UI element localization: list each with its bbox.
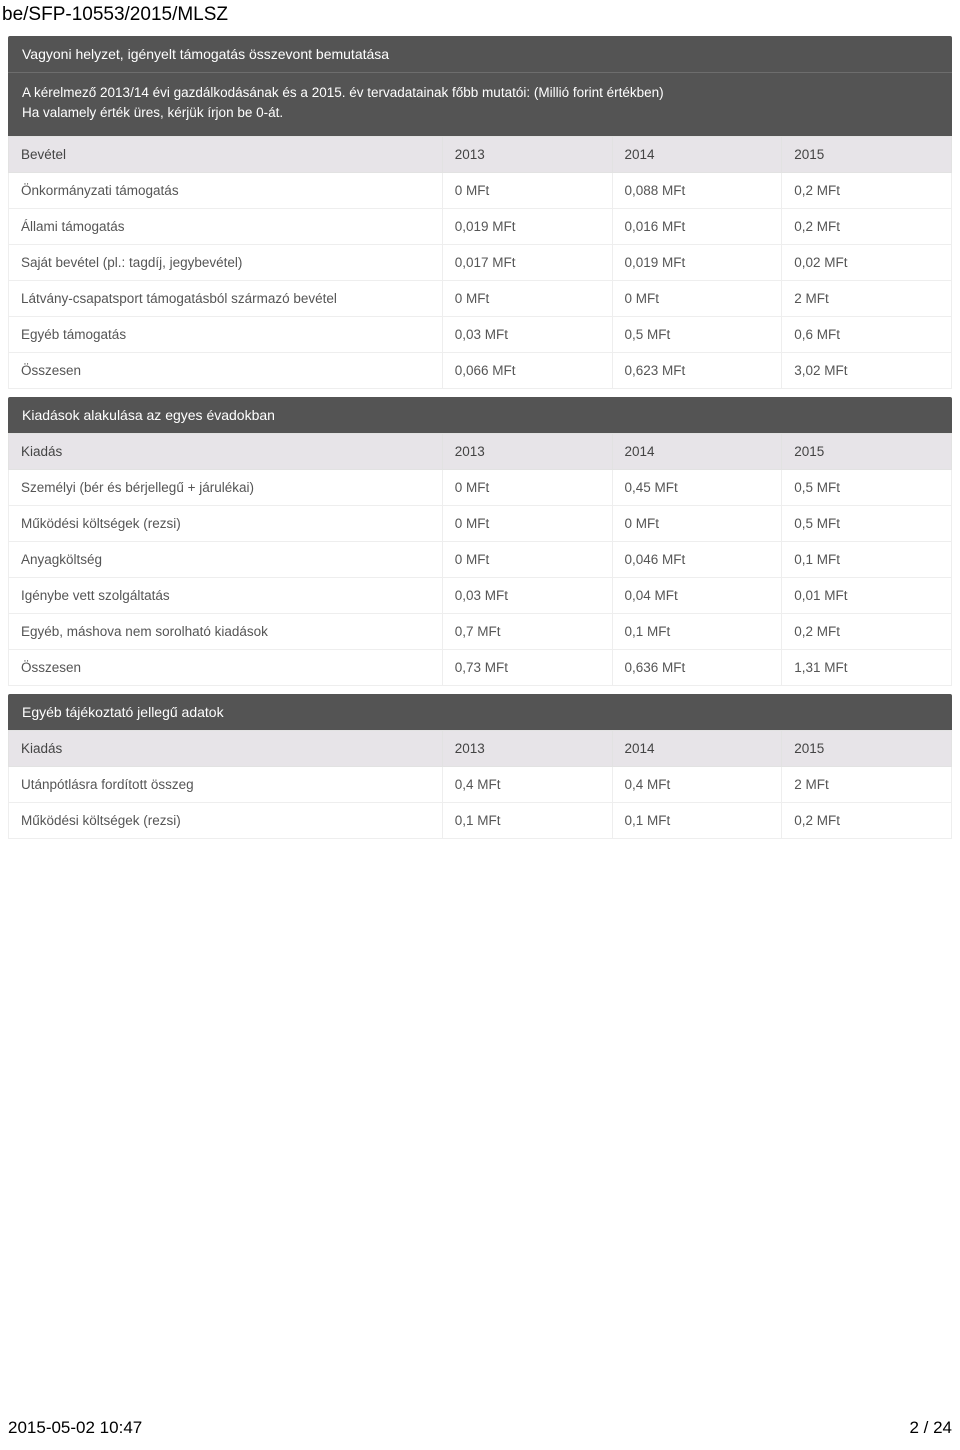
row-label: Egyéb, máshova nem sorolható kiadások: [9, 613, 443, 649]
row-label: Összesen: [9, 352, 443, 388]
col-2015: 2015: [782, 730, 952, 766]
table-row: Anyagköltség0 MFt0,046 MFt0,1 MFt: [9, 541, 952, 577]
table-header-row: Kiadás 2013 2014 2015: [9, 730, 952, 766]
row-label: Működési költségek (rezsi): [9, 802, 443, 838]
row-value: 0,088 MFt: [612, 172, 782, 208]
footer-timestamp: 2015-05-02 10:47: [8, 1418, 142, 1438]
row-label: Igénybe vett szolgáltatás: [9, 577, 443, 613]
row-label: Egyéb támogatás: [9, 316, 443, 352]
row-value: 0,4 MFt: [442, 766, 612, 802]
table-other: Kiadás 2013 2014 2015 Utánpótlásra fordí…: [8, 730, 952, 839]
row-value: 0,6 MFt: [782, 316, 952, 352]
col-2013: 2013: [442, 136, 612, 172]
row-label: Saját bevétel (pl.: tagdíj, jegybevétel): [9, 244, 443, 280]
row-value: 2 MFt: [782, 280, 952, 316]
table-row: Látvány-csapatsport támogatásból származ…: [9, 280, 952, 316]
row-value: 0,2 MFt: [782, 613, 952, 649]
table-row: Saját bevétel (pl.: tagdíj, jegybevétel)…: [9, 244, 952, 280]
row-label: Működési költségek (rezsi): [9, 505, 443, 541]
col-2014: 2014: [612, 433, 782, 469]
row-value: 0,046 MFt: [612, 541, 782, 577]
row-value: 0 MFt: [442, 280, 612, 316]
table-row: Állami támogatás0,019 MFt0,016 MFt0,2 MF…: [9, 208, 952, 244]
row-value: 0,7 MFt: [442, 613, 612, 649]
row-value: 0,2 MFt: [782, 172, 952, 208]
table-row: Önkormányzati támogatás0 MFt0,088 MFt0,2…: [9, 172, 952, 208]
row-value: 0,5 MFt: [782, 505, 952, 541]
page-footer: 2015-05-02 10:47 2 / 24: [8, 1418, 952, 1438]
row-label: Összesen: [9, 649, 443, 685]
table-row: Működési költségek (rezsi)0,1 MFt0,1 MFt…: [9, 802, 952, 838]
col-2015: 2015: [782, 136, 952, 172]
row-value: 0 MFt: [442, 541, 612, 577]
row-value: 0,73 MFt: [442, 649, 612, 685]
row-value: 0,2 MFt: [782, 208, 952, 244]
col-2015: 2015: [782, 433, 952, 469]
row-value: 0,623 MFt: [612, 352, 782, 388]
table-expenses: Kiadás 2013 2014 2015 Személyi (bér és b…: [8, 433, 952, 686]
row-value: 0,066 MFt: [442, 352, 612, 388]
row-value: 0,2 MFt: [782, 802, 952, 838]
table-header-row: Bevétel 2013 2014 2015: [9, 136, 952, 172]
row-label: Látvány-csapatsport támogatásból származ…: [9, 280, 443, 316]
table-row: Személyi (bér és bérjellegű + járulékai)…: [9, 469, 952, 505]
row-value: 0,1 MFt: [442, 802, 612, 838]
table-row: Igénybe vett szolgáltatás0,03 MFt0,04 MF…: [9, 577, 952, 613]
row-value: 0,636 MFt: [612, 649, 782, 685]
row-value: 0,016 MFt: [612, 208, 782, 244]
section1-sub-line1: A kérelmező 2013/14 évi gazdálkodásának …: [22, 83, 938, 103]
col-2014: 2014: [612, 730, 782, 766]
row-value: 0,03 MFt: [442, 577, 612, 613]
footer-page-number: 2 / 24: [909, 1418, 952, 1438]
row-value: 0,45 MFt: [612, 469, 782, 505]
row-value: 0,019 MFt: [442, 208, 612, 244]
row-value: 0,02 MFt: [782, 244, 952, 280]
col-2013: 2013: [442, 433, 612, 469]
col-2013: 2013: [442, 730, 612, 766]
row-value: 0,01 MFt: [782, 577, 952, 613]
section1-subheader: A kérelmező 2013/14 évi gazdálkodásának …: [8, 72, 952, 136]
row-value: 0,5 MFt: [782, 469, 952, 505]
col-label: Kiadás: [9, 730, 443, 766]
page-content: Vagyoni helyzet, igényelt támogatás össz…: [8, 36, 952, 839]
table-row: Utánpótlásra fordított összeg0,4 MFt0,4 …: [9, 766, 952, 802]
row-value: 0,1 MFt: [782, 541, 952, 577]
table-row: Működési költségek (rezsi)0 MFt0 MFt0,5 …: [9, 505, 952, 541]
document-id: be/SFP-10553/2015/MLSZ: [0, 0, 960, 36]
col-2014: 2014: [612, 136, 782, 172]
row-value: 0,03 MFt: [442, 316, 612, 352]
row-value: 0 MFt: [442, 469, 612, 505]
row-label: Anyagköltség: [9, 541, 443, 577]
row-label: Állami támogatás: [9, 208, 443, 244]
row-value: 0 MFt: [612, 505, 782, 541]
section1-sub-line2: Ha valamely érték üres, kérjük írjon be …: [22, 103, 938, 123]
row-value: 2 MFt: [782, 766, 952, 802]
row-value: 0,1 MFt: [612, 802, 782, 838]
row-value: 3,02 MFt: [782, 352, 952, 388]
row-value: 0,019 MFt: [612, 244, 782, 280]
row-value: 0 MFt: [442, 505, 612, 541]
row-label: Utánpótlásra fordított összeg: [9, 766, 443, 802]
row-value: 0,1 MFt: [612, 613, 782, 649]
section3-header: Egyéb tájékoztató jellegű adatok: [8, 694, 952, 730]
row-value: 0 MFt: [442, 172, 612, 208]
table-revenue: Bevétel 2013 2014 2015 Önkormányzati tám…: [8, 136, 952, 389]
row-value: 0 MFt: [612, 280, 782, 316]
row-value: 0,017 MFt: [442, 244, 612, 280]
row-value: 0,04 MFt: [612, 577, 782, 613]
row-value: 0,4 MFt: [612, 766, 782, 802]
table-row: Összesen0,066 MFt0,623 MFt3,02 MFt: [9, 352, 952, 388]
row-value: 0,5 MFt: [612, 316, 782, 352]
table-row: Egyéb támogatás0,03 MFt0,5 MFt0,6 MFt: [9, 316, 952, 352]
col-label: Bevétel: [9, 136, 443, 172]
table-row: Összesen0,73 MFt0,636 MFt1,31 MFt: [9, 649, 952, 685]
section1-header: Vagyoni helyzet, igényelt támogatás össz…: [8, 36, 952, 72]
table-header-row: Kiadás 2013 2014 2015: [9, 433, 952, 469]
row-label: Önkormányzati támogatás: [9, 172, 443, 208]
section2-header: Kiadások alakulása az egyes évadokban: [8, 397, 952, 433]
col-label: Kiadás: [9, 433, 443, 469]
row-label: Személyi (bér és bérjellegű + járulékai): [9, 469, 443, 505]
row-value: 1,31 MFt: [782, 649, 952, 685]
table-row: Egyéb, máshova nem sorolható kiadások0,7…: [9, 613, 952, 649]
